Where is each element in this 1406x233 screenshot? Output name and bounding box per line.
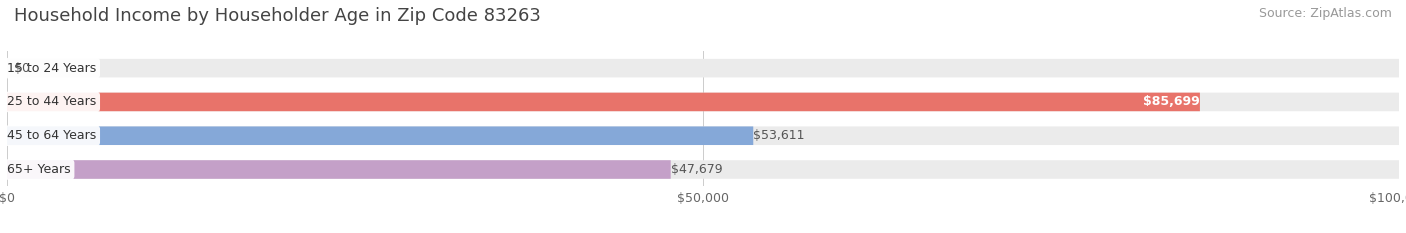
Text: 15 to 24 Years: 15 to 24 Years <box>7 62 96 75</box>
Text: Household Income by Householder Age in Zip Code 83263: Household Income by Householder Age in Z… <box>14 7 541 25</box>
FancyBboxPatch shape <box>7 93 1399 111</box>
FancyBboxPatch shape <box>7 59 1399 77</box>
Text: 65+ Years: 65+ Years <box>7 163 70 176</box>
Text: Source: ZipAtlas.com: Source: ZipAtlas.com <box>1258 7 1392 20</box>
FancyBboxPatch shape <box>7 160 1399 179</box>
FancyBboxPatch shape <box>7 127 754 145</box>
Text: $53,611: $53,611 <box>754 129 804 142</box>
Text: $47,679: $47,679 <box>671 163 723 176</box>
FancyBboxPatch shape <box>7 127 1399 145</box>
Text: 45 to 64 Years: 45 to 64 Years <box>7 129 96 142</box>
Text: 25 to 44 Years: 25 to 44 Years <box>7 96 96 108</box>
FancyBboxPatch shape <box>7 93 1199 111</box>
Text: $85,699: $85,699 <box>1143 96 1199 108</box>
FancyBboxPatch shape <box>7 160 671 179</box>
Text: $0: $0 <box>14 62 30 75</box>
